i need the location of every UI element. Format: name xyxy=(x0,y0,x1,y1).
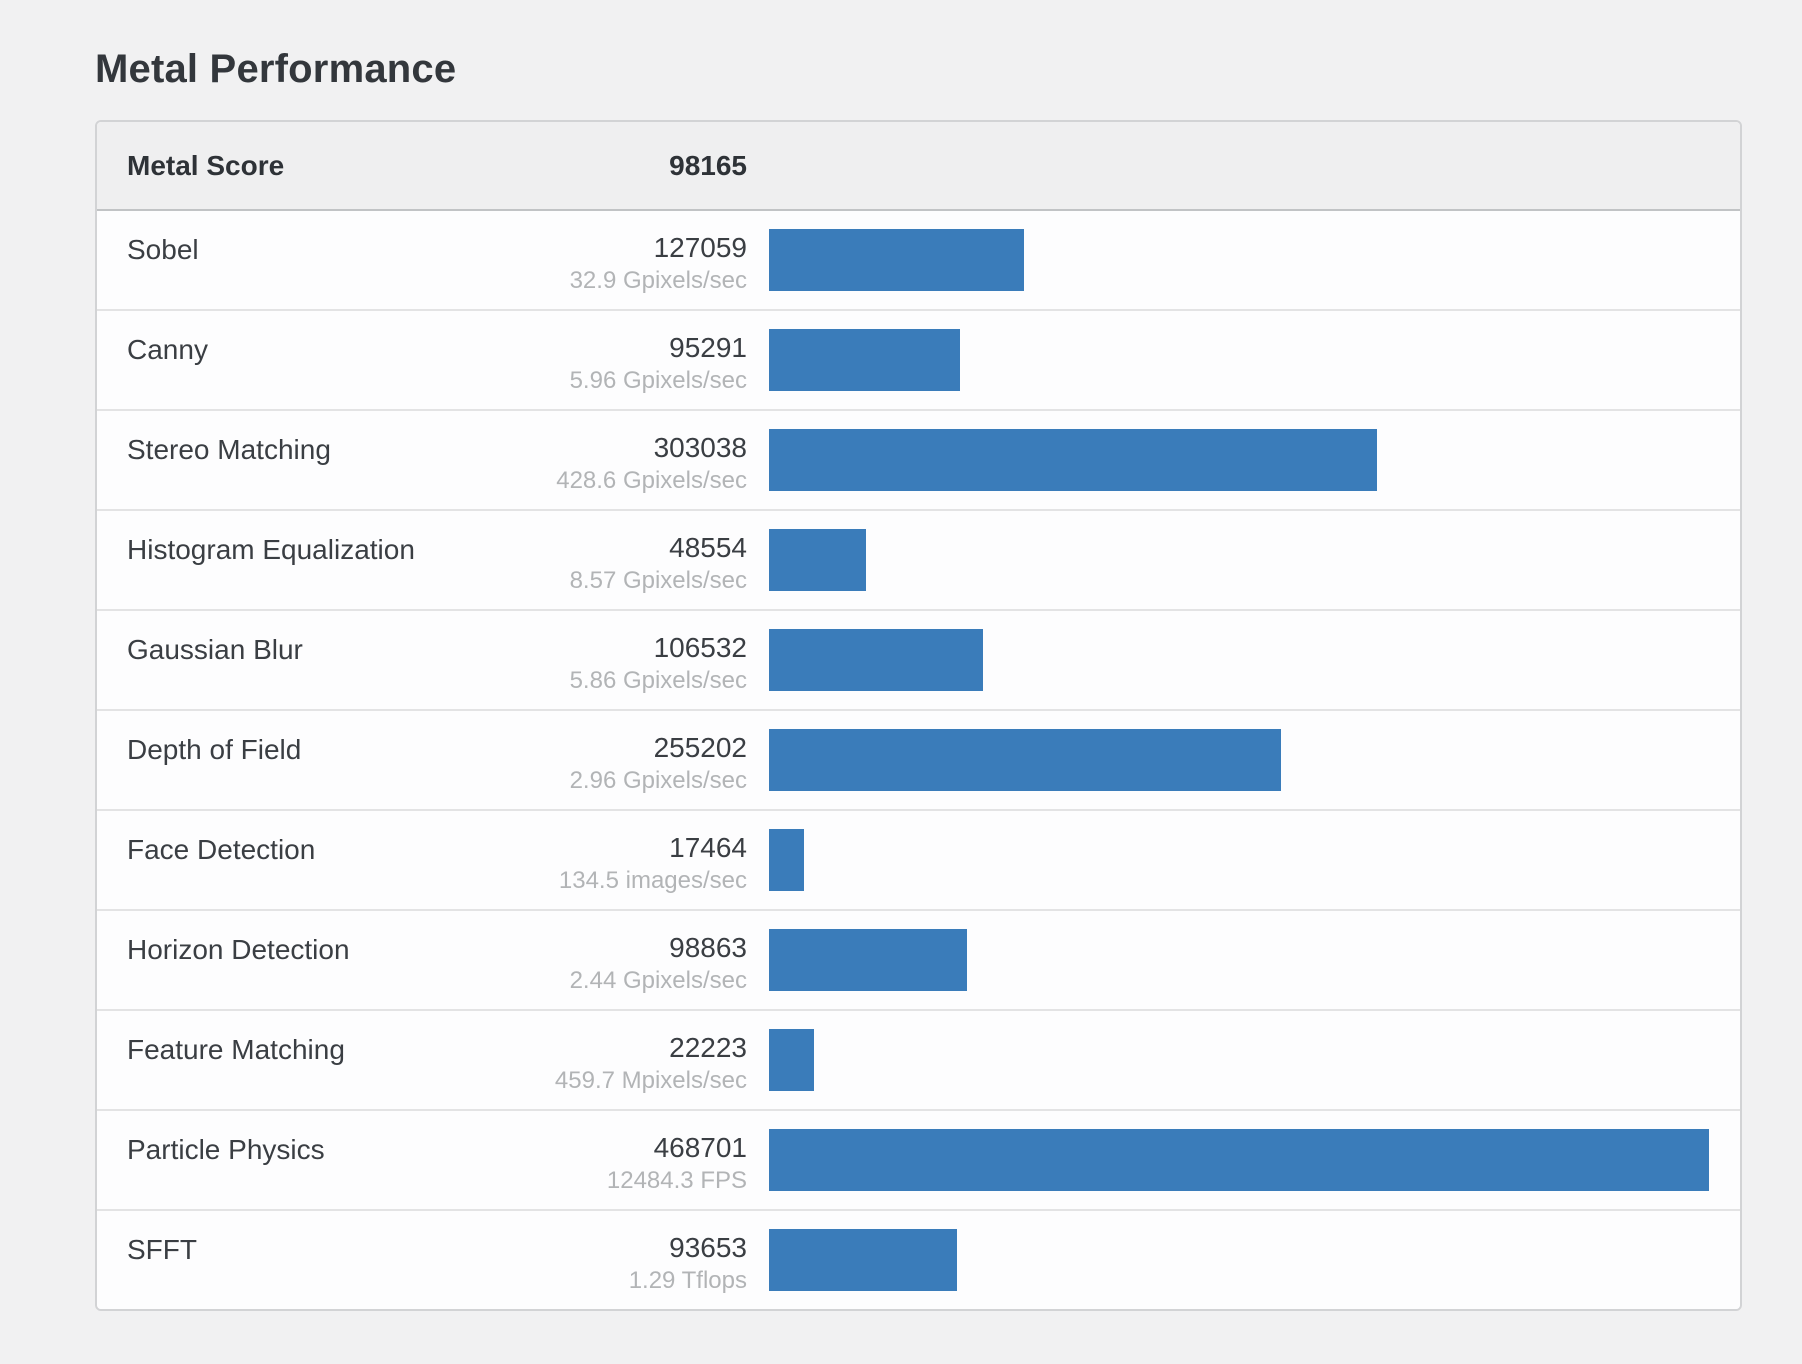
benchmark-score: 468701 xyxy=(653,1132,747,1163)
benchmark-score: 93653 xyxy=(669,1232,747,1263)
benchmark-score: 127059 xyxy=(653,232,747,263)
benchmark-name: Sobel xyxy=(127,234,199,265)
benchmark-rate: 5.96 Gpixels/sec xyxy=(569,367,747,394)
score-bar-track xyxy=(769,1229,1709,1291)
benchmark-rate: 2.96 Gpixels/sec xyxy=(569,767,747,794)
benchmark-row: Feature Matching 22223 459.7 Mpixels/sec xyxy=(97,1009,1740,1109)
metal-performance-page: Metal Performance Metal Score 98165 Sobe… xyxy=(95,47,1742,1311)
benchmark-rate: 2.44 Gpixels/sec xyxy=(569,967,747,994)
benchmark-rate: 8.57 Gpixels/sec xyxy=(569,567,747,594)
benchmark-rows: Sobel 127059 32.9 Gpixels/sec Canny 9529… xyxy=(97,211,1740,1309)
benchmark-row: Histogram Equalization 48554 8.57 Gpixel… xyxy=(97,509,1740,609)
score-bar xyxy=(769,629,983,691)
score-bar xyxy=(769,429,1377,491)
benchmark-score-block: 48554 8.57 Gpixels/sec xyxy=(97,531,747,597)
score-bar-track xyxy=(769,829,1709,891)
score-bar xyxy=(769,929,968,991)
benchmark-rate: 12484.3 FPS xyxy=(606,1167,747,1194)
benchmark-score-block: 106532 5.86 Gpixels/sec xyxy=(97,631,747,697)
benchmark-name: Canny xyxy=(127,334,208,365)
benchmark-score: 106532 xyxy=(653,632,747,663)
benchmark-name: Particle Physics xyxy=(127,1134,325,1165)
benchmark-name: Stereo Matching xyxy=(127,434,331,465)
benchmark-score-block: 22223 459.7 Mpixels/sec xyxy=(97,1031,747,1097)
benchmark-rate: 32.9 Gpixels/sec xyxy=(569,267,747,294)
benchmark-rate: 1.29 Tflops xyxy=(628,1267,747,1294)
benchmark-score-block: 17464 134.5 images/sec xyxy=(97,831,747,897)
benchmark-row: Canny 95291 5.96 Gpixels/sec xyxy=(97,309,1740,409)
score-bar xyxy=(769,329,961,391)
benchmark-row: Stereo Matching 303038 428.6 Gpixels/sec xyxy=(97,409,1740,509)
score-bar-track xyxy=(769,729,1709,791)
benchmark-score-block: 98863 2.44 Gpixels/sec xyxy=(97,931,747,997)
benchmark-rate: 459.7 Mpixels/sec xyxy=(554,1067,747,1094)
metal-score-header: Metal Score 98165 xyxy=(97,122,1740,211)
benchmark-score: 95291 xyxy=(669,332,747,363)
benchmark-score-block: 95291 5.96 Gpixels/sec xyxy=(97,331,747,397)
benchmark-name: Gaussian Blur xyxy=(127,634,303,665)
benchmark-score-block: 303038 428.6 Gpixels/sec xyxy=(97,431,747,497)
score-bar-track xyxy=(769,329,1709,391)
benchmark-name: SFFT xyxy=(127,1234,197,1265)
metal-score-label: Metal Score xyxy=(127,150,285,181)
score-bar-track xyxy=(769,229,1709,291)
benchmark-row: Particle Physics 468701 12484.3 FPS xyxy=(97,1109,1740,1209)
benchmark-name: Feature Matching xyxy=(127,1034,345,1065)
benchmark-row: SFFT 93653 1.29 Tflops xyxy=(97,1209,1740,1309)
benchmark-score: 48554 xyxy=(669,532,747,563)
benchmark-rate: 5.86 Gpixels/sec xyxy=(569,667,747,694)
score-bar-track xyxy=(769,929,1709,991)
benchmark-score-block: 127059 32.9 Gpixels/sec xyxy=(97,231,747,297)
score-bar-track xyxy=(769,1129,1709,1191)
benchmark-score: 303038 xyxy=(653,432,747,463)
score-bar xyxy=(769,1229,957,1291)
benchmark-score: 22223 xyxy=(669,1032,747,1063)
benchmark-name: Horizon Detection xyxy=(127,934,350,965)
score-bar-track xyxy=(769,529,1709,591)
score-bar xyxy=(769,1129,1709,1191)
benchmark-rate: 428.6 Gpixels/sec xyxy=(556,467,747,494)
benchmark-row: Face Detection 17464 134.5 images/sec xyxy=(97,809,1740,909)
benchmark-score-block: 255202 2.96 Gpixels/sec xyxy=(97,731,747,797)
results-card: Metal Score 98165 Sobel 127059 32.9 Gpix… xyxy=(95,120,1742,1311)
benchmark-rate: 134.5 images/sec xyxy=(558,867,747,894)
benchmark-name: Face Detection xyxy=(127,834,316,865)
score-bar xyxy=(769,829,805,891)
benchmark-row: Gaussian Blur 106532 5.86 Gpixels/sec xyxy=(97,609,1740,709)
benchmark-row: Horizon Detection 98863 2.44 Gpixels/sec xyxy=(97,909,1740,1009)
benchmark-row: Sobel 127059 32.9 Gpixels/sec xyxy=(97,211,1740,309)
metal-score-value: 98165 xyxy=(669,150,747,181)
benchmark-score-block: 468701 12484.3 FPS xyxy=(97,1131,747,1197)
score-bar xyxy=(769,529,867,591)
score-bar xyxy=(769,1029,814,1091)
score-bar xyxy=(769,729,1281,791)
benchmark-score: 98863 xyxy=(669,932,747,963)
benchmark-score: 17464 xyxy=(669,832,747,863)
benchmark-score: 255202 xyxy=(653,732,747,763)
score-bar-track xyxy=(769,1029,1709,1091)
benchmark-score-block: 93653 1.29 Tflops xyxy=(97,1231,747,1297)
page-title: Metal Performance xyxy=(95,47,457,91)
score-bar xyxy=(769,229,1024,291)
benchmark-name: Depth of Field xyxy=(127,734,302,765)
score-bar-track xyxy=(769,629,1709,691)
benchmark-name: Histogram Equalization xyxy=(127,534,415,565)
benchmark-row: Depth of Field 255202 2.96 Gpixels/sec xyxy=(97,709,1740,809)
score-bar-track xyxy=(769,429,1709,491)
